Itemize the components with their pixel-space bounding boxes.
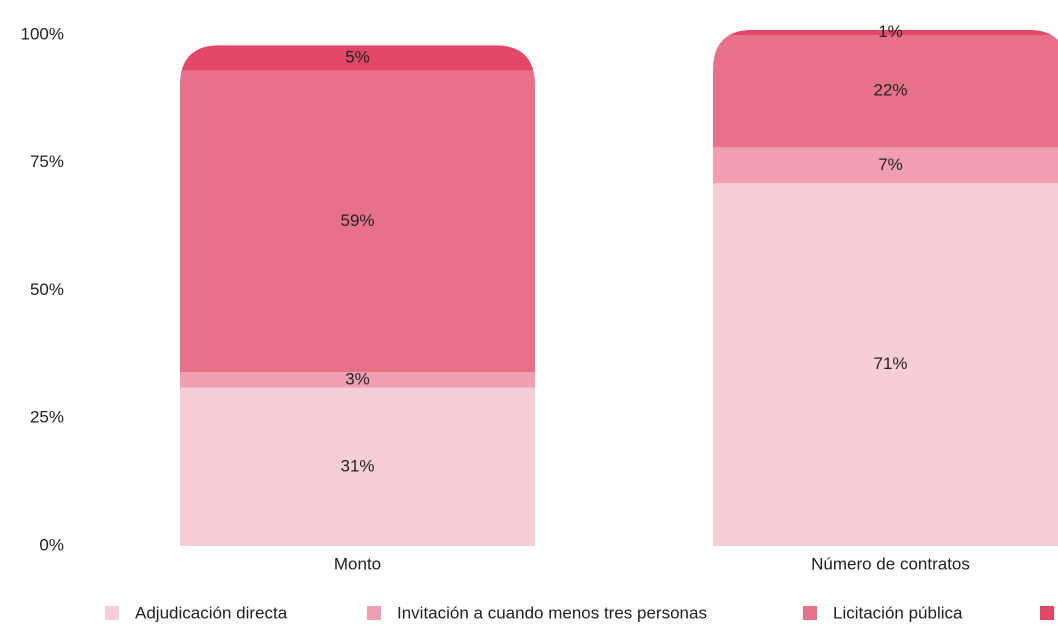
bar-segment — [180, 372, 535, 388]
y-tick-label: 100% — [21, 24, 64, 43]
bar-segment — [713, 183, 1058, 546]
legend-label: Licitación pública — [833, 603, 963, 622]
y-tick-label: 25% — [30, 408, 64, 427]
data-label: 5% — [345, 47, 370, 66]
bar-segment — [180, 45, 535, 71]
bar-segment — [713, 29, 1058, 35]
legend-label: Invitación a cuando menos tres personas — [397, 603, 707, 622]
legend-swatch — [1040, 606, 1054, 620]
bar-segment — [713, 35, 1058, 148]
data-label: 1% — [878, 22, 903, 41]
bar-stack — [713, 29, 1058, 546]
y-tick-label: 0% — [39, 535, 64, 554]
bar-segment — [713, 147, 1058, 184]
bar-segment — [180, 387, 535, 546]
bar-stack — [180, 45, 535, 546]
data-label: 22% — [873, 81, 907, 100]
data-label: 3% — [345, 369, 370, 388]
legend-label: Adjudicación directa — [135, 603, 288, 622]
y-tick-label: 75% — [30, 152, 64, 171]
x-tick-label: Número de contratos — [811, 554, 970, 573]
data-label: 31% — [340, 456, 374, 475]
legend-swatch — [803, 606, 817, 620]
data-label: 71% — [873, 354, 907, 373]
x-tick-label: Monto — [334, 554, 381, 573]
legend-swatch — [105, 606, 119, 620]
bar-segment — [180, 70, 535, 373]
data-label: 59% — [340, 211, 374, 230]
y-tick-label: 50% — [30, 280, 64, 299]
legend-swatch — [367, 606, 381, 620]
data-label: 7% — [878, 155, 903, 174]
